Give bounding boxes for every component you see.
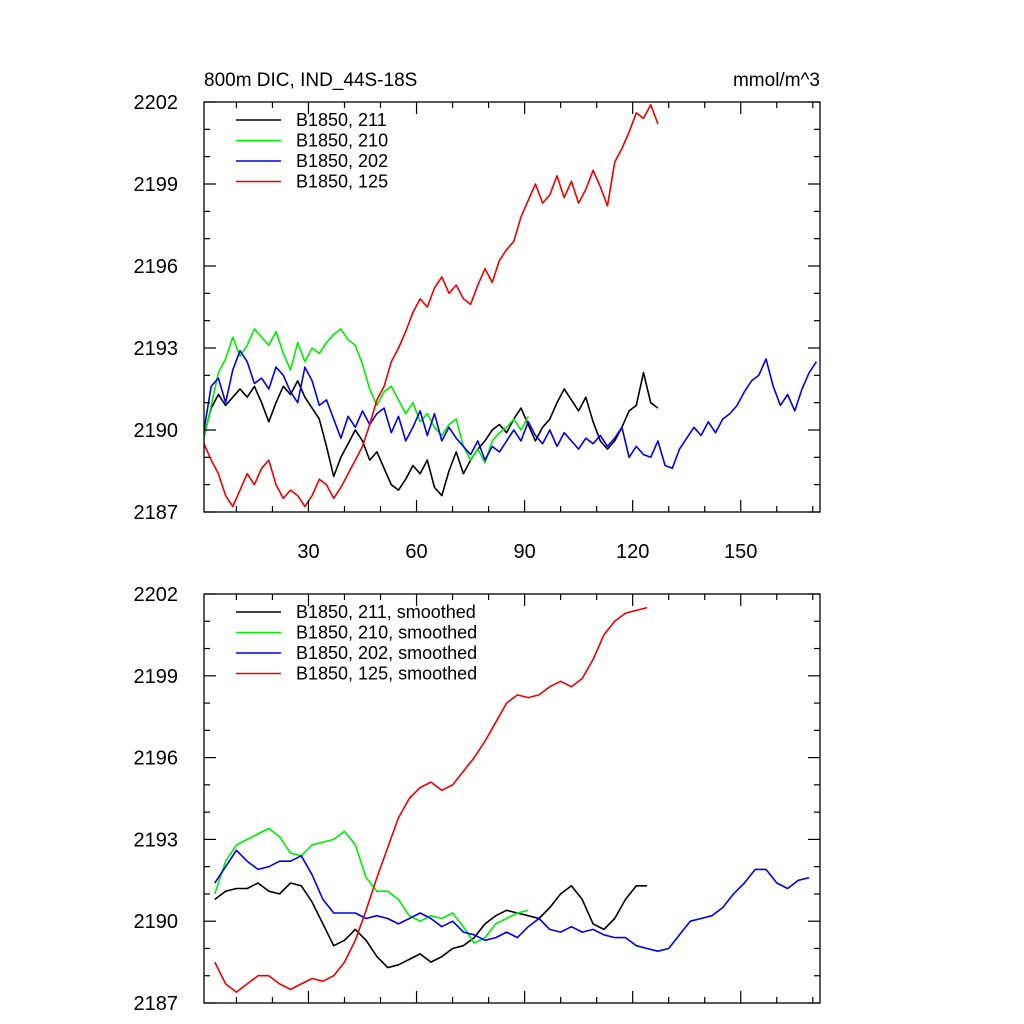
legend-label: B1850, 211 [296,110,387,130]
y-tick-label: 2190 [134,420,179,442]
bottom-chart: 2187 2190 2193 2196 2199 2202 B1850, 211, smo… [134,584,821,1015]
top-chart-title: 800m DIC, IND_44S-18S [204,70,417,91]
series-line-1 [204,371,659,497]
y-tick-label: 2193 [134,338,179,360]
bottom-chart-series [214,606,810,993]
y-tick-label: 2190 [134,911,179,933]
y-tick-label: 2202 [134,584,179,606]
y-tick-label: 2193 [134,829,179,851]
legend-label: B1850, 210 [296,131,388,151]
y-tick-label: 2199 [134,666,179,688]
x-tick-label: 60 [405,541,427,563]
y-tick-label: 2199 [134,174,179,196]
x-tick-label: 30 [297,541,319,563]
legend-label: B1850, 202 [296,151,388,171]
top-chart-series [204,103,818,508]
bottom-chart-axes: 2187 2190 2193 2196 2199 2202 [134,584,821,1015]
top-chart: 800m DIC, IND_44S-18S mmol/m^3 218721902… [134,70,821,563]
y-tick-label: 2187 [134,502,179,524]
y-tick-label: 2196 [134,256,179,278]
x-tick-label: 150 [724,541,757,563]
series-line-2 [204,328,529,464]
series-line-3 [204,349,818,470]
x-tick-label: 120 [616,541,649,563]
top-chart-units: mmol/m^3 [733,70,820,91]
y-tick-label: 2196 [134,748,179,770]
series-line-3 [214,849,810,953]
x-tick-label: 90 [513,541,535,563]
legend-label: B1850, 125, smoothed [296,664,477,684]
legend-label: B1850, 202, smoothed [296,643,477,663]
series-line-4 [214,606,648,993]
series-line-2 [214,827,529,944]
legend-label: B1850, 211, smoothed [296,602,476,622]
series-line-1 [214,882,648,969]
y-tick-label: 2187 [134,993,179,1015]
legend-label: B1850, 125 [296,172,388,192]
series-line-4 [204,103,659,508]
plot-frame [203,593,821,1004]
legend-label: B1850, 210, smoothed [296,623,477,643]
plot-frame [203,101,821,513]
y-tick-label: 2202 [134,92,179,114]
top-chart-axes: 2187 2190 2193 2196 2199 2202 30 60 90 120 150 [134,92,821,563]
